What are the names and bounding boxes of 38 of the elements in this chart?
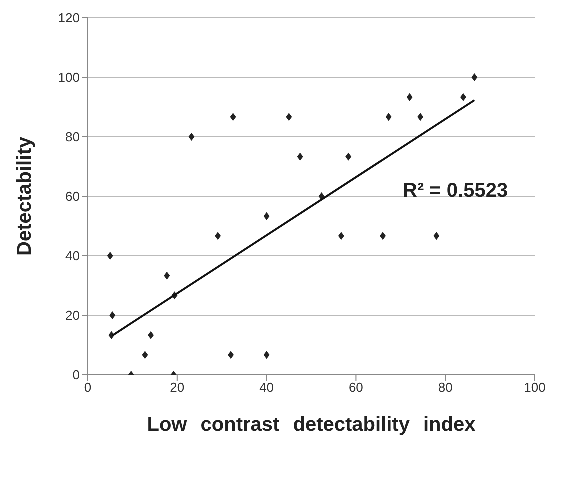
y-tick-label: 120	[58, 10, 80, 26]
point	[188, 133, 195, 141]
x-tick-label: 0	[84, 380, 92, 396]
y-axis-title: Detectability	[14, 136, 36, 256]
x-tick-label: 80	[438, 380, 453, 396]
point	[264, 351, 270, 360]
point	[110, 312, 116, 320]
point	[148, 331, 154, 340]
y-tick-label: 20	[66, 308, 80, 324]
point	[107, 252, 114, 260]
point	[338, 232, 344, 240]
point	[472, 74, 478, 82]
point	[228, 351, 234, 360]
x-tick-label: 40	[260, 380, 274, 396]
point	[142, 351, 148, 360]
point	[297, 152, 304, 161]
x-tick-label: 100	[524, 380, 546, 396]
point	[434, 232, 440, 240]
x-axis-title: Low contrast detectability index	[147, 414, 476, 436]
point	[164, 272, 170, 280]
point	[460, 93, 466, 102]
point	[264, 212, 270, 220]
x-tick-label: 60	[348, 380, 364, 396]
point	[406, 93, 413, 102]
point	[380, 232, 386, 240]
point	[215, 232, 222, 240]
point	[230, 113, 236, 122]
y-tick-label: 0	[72, 368, 80, 383]
y-tick-label: 100	[58, 70, 80, 86]
y-tick-label: 80	[66, 130, 80, 145]
y-tick-label: 60	[66, 189, 80, 204]
y-tick-label: 40	[66, 248, 80, 264]
point	[418, 113, 424, 122]
x-tick-label: 20	[170, 380, 185, 396]
point	[286, 113, 292, 122]
point	[386, 113, 392, 122]
point	[346, 152, 352, 161]
annotation: R² = 0.5523	[403, 180, 508, 203]
